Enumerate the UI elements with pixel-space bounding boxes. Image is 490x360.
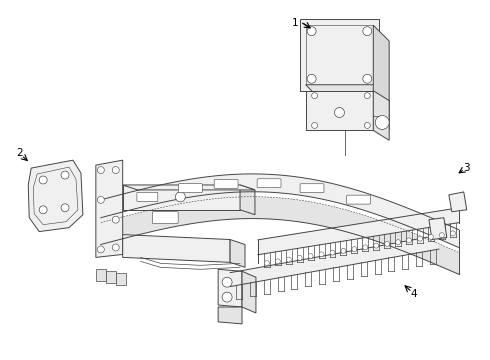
FancyBboxPatch shape xyxy=(137,192,158,201)
Polygon shape xyxy=(116,273,125,285)
Polygon shape xyxy=(300,19,379,91)
FancyBboxPatch shape xyxy=(214,179,238,188)
Circle shape xyxy=(98,246,104,253)
Circle shape xyxy=(112,244,119,251)
Polygon shape xyxy=(240,185,255,215)
FancyBboxPatch shape xyxy=(178,184,202,193)
Polygon shape xyxy=(230,239,245,267)
Circle shape xyxy=(39,206,47,214)
Circle shape xyxy=(428,234,434,239)
Circle shape xyxy=(374,243,379,248)
FancyBboxPatch shape xyxy=(152,212,178,224)
Polygon shape xyxy=(96,269,106,281)
Polygon shape xyxy=(106,271,116,283)
Circle shape xyxy=(98,167,104,174)
Polygon shape xyxy=(230,235,439,287)
FancyBboxPatch shape xyxy=(346,195,370,204)
Circle shape xyxy=(375,116,389,129)
Circle shape xyxy=(275,259,280,264)
Circle shape xyxy=(385,242,390,246)
Circle shape xyxy=(365,93,370,99)
Polygon shape xyxy=(449,192,467,212)
FancyBboxPatch shape xyxy=(257,179,281,188)
Polygon shape xyxy=(122,185,240,210)
Circle shape xyxy=(407,238,412,243)
Circle shape xyxy=(312,93,318,99)
Text: 3: 3 xyxy=(464,163,470,173)
Circle shape xyxy=(112,216,119,223)
Circle shape xyxy=(308,253,313,258)
FancyBboxPatch shape xyxy=(300,184,324,193)
Circle shape xyxy=(112,167,119,174)
Circle shape xyxy=(98,196,104,203)
Polygon shape xyxy=(101,174,459,247)
Polygon shape xyxy=(258,208,459,255)
Polygon shape xyxy=(306,91,373,130)
Circle shape xyxy=(286,257,291,262)
Polygon shape xyxy=(373,25,389,130)
Circle shape xyxy=(440,233,444,238)
Circle shape xyxy=(363,74,372,83)
Polygon shape xyxy=(122,235,230,262)
Polygon shape xyxy=(28,160,83,231)
Circle shape xyxy=(61,204,69,212)
Circle shape xyxy=(352,247,357,252)
Polygon shape xyxy=(306,85,389,100)
Polygon shape xyxy=(429,218,447,239)
Polygon shape xyxy=(96,160,122,257)
Circle shape xyxy=(417,236,422,241)
Circle shape xyxy=(330,250,335,255)
Circle shape xyxy=(341,248,346,253)
Polygon shape xyxy=(122,185,255,190)
Circle shape xyxy=(450,231,455,236)
Circle shape xyxy=(297,255,302,260)
Circle shape xyxy=(335,108,344,117)
Circle shape xyxy=(312,122,318,129)
Circle shape xyxy=(61,171,69,179)
Polygon shape xyxy=(218,307,242,324)
Circle shape xyxy=(222,292,232,302)
Polygon shape xyxy=(101,197,459,274)
Circle shape xyxy=(39,176,47,184)
Polygon shape xyxy=(242,271,256,313)
Circle shape xyxy=(307,74,316,83)
Circle shape xyxy=(365,122,370,129)
Circle shape xyxy=(175,192,185,202)
Circle shape xyxy=(265,261,270,266)
Circle shape xyxy=(363,245,368,250)
Circle shape xyxy=(319,252,324,257)
Circle shape xyxy=(307,27,316,36)
Text: 2: 2 xyxy=(16,148,23,158)
Polygon shape xyxy=(218,269,242,307)
Text: 4: 4 xyxy=(411,289,417,299)
Text: 1: 1 xyxy=(292,18,298,28)
Polygon shape xyxy=(373,91,389,140)
Circle shape xyxy=(395,240,401,244)
Circle shape xyxy=(222,277,232,287)
Circle shape xyxy=(363,27,372,36)
